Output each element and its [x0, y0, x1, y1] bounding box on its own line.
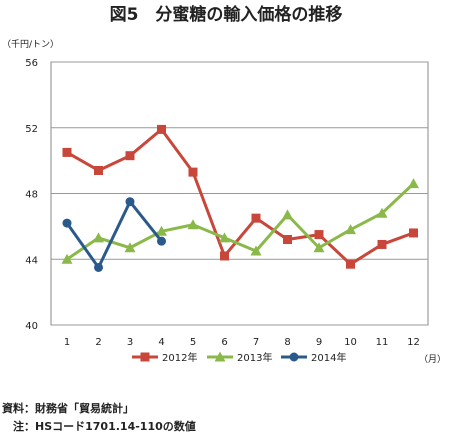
- data-point: [125, 151, 135, 161]
- y-axis-ticks: 40 44 48 52 56: [25, 58, 38, 332]
- chart-title: 図5 分蜜糖の輸入価格の推移: [110, 4, 343, 25]
- data-point: [376, 207, 388, 218]
- x-tick-label: 9: [316, 337, 322, 348]
- legend: 2012年 2013年 2014年: [132, 351, 346, 364]
- legend-item: 2013年: [207, 351, 272, 364]
- series-line: [66, 182, 415, 261]
- x-tick-label: 12: [407, 337, 420, 348]
- x-tick-label: 2: [95, 337, 101, 348]
- series-line: [65, 200, 163, 269]
- x-tick-label: 3: [127, 337, 133, 348]
- data-point: [124, 242, 136, 253]
- source-note: 資料：財務省「貿易統計」: [2, 402, 134, 415]
- footnote: 注：HSコード1701.14-110の数値: [2, 420, 196, 433]
- data-point: [345, 224, 356, 235]
- series-group: [61, 124, 419, 272]
- data-point: [408, 178, 419, 189]
- data-point: [188, 167, 198, 177]
- data-point: [156, 225, 167, 236]
- legend-marker: [140, 352, 150, 362]
- data-point: [283, 235, 292, 245]
- x-tick-label: 11: [376, 337, 389, 348]
- data-point: [62, 147, 72, 157]
- data-point: [125, 197, 135, 207]
- data-point: [94, 165, 103, 175]
- data-point: [61, 253, 73, 264]
- legend-marker: [289, 352, 299, 362]
- data-point: [62, 218, 72, 228]
- gridlines: [51, 61, 428, 326]
- data-point: [346, 259, 355, 269]
- data-point: [187, 219, 199, 230]
- series-line: [66, 127, 415, 266]
- legend-label: 2013年: [237, 351, 272, 364]
- y-axis-unit-label: （千円/トン）: [2, 39, 59, 50]
- x-axis-ticks: 1 2 3 4 5 6 7 8 9 10 11 12: [64, 337, 420, 348]
- legend-item: 2012年: [132, 351, 197, 364]
- data-point: [409, 228, 418, 238]
- y-tick-label: 48: [25, 190, 38, 201]
- data-point: [313, 242, 325, 253]
- x-tick-label: 6: [221, 337, 227, 348]
- x-tick-label: 4: [158, 337, 164, 348]
- data-point: [157, 236, 166, 246]
- y-tick-label: 40: [25, 321, 38, 332]
- data-point: [94, 262, 103, 272]
- legend-marker: [214, 351, 226, 362]
- series-1: [61, 178, 419, 264]
- data-point: [377, 239, 387, 249]
- y-tick-label: 44: [25, 255, 38, 266]
- legend-label: 2014年: [311, 351, 346, 364]
- x-tick-label: 8: [284, 337, 290, 348]
- y-tick-label: 52: [25, 124, 38, 135]
- x-tick-label: 1: [64, 337, 70, 348]
- x-axis-unit-label: （月）: [419, 354, 446, 365]
- data-point: [282, 209, 293, 220]
- x-tick-label: 5: [190, 337, 196, 348]
- data-point: [157, 124, 166, 134]
- legend-label: 2012年: [162, 351, 197, 364]
- y-tick-label: 56: [25, 58, 38, 69]
- x-tick-label: 7: [253, 337, 259, 348]
- data-point: [219, 232, 230, 243]
- data-point: [250, 245, 262, 256]
- x-tick-label: 10: [344, 337, 357, 348]
- data-point: [251, 213, 261, 223]
- legend-item: 2014年: [281, 351, 346, 364]
- data-point: [93, 232, 104, 243]
- data-point: [314, 230, 324, 240]
- data-point: [220, 251, 229, 261]
- series-0: [62, 124, 418, 269]
- series-2: [62, 197, 166, 272]
